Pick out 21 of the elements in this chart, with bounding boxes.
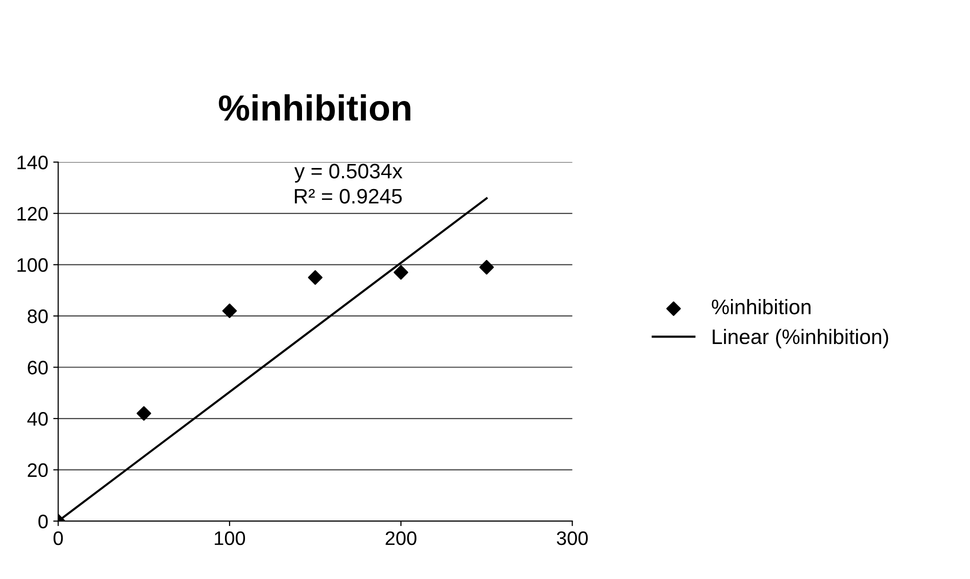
chart-title: %inhibition (218, 94, 410, 121)
legend-label: Linear (%inhibition) (712, 328, 888, 348)
y-tick-label: 80 (28, 309, 48, 324)
y-tick-label: 140 (18, 156, 48, 170)
point (308, 270, 323, 285)
legend-label: %inhibition (712, 299, 810, 314)
x-tick-label: 100 (214, 531, 246, 546)
y-tick-label: 120 (18, 206, 48, 221)
point (394, 265, 408, 280)
y-tick-label: 60 (28, 360, 48, 374)
x-tick-label: 200 (386, 531, 416, 546)
annotation: y = 0.5034x (294, 164, 402, 183)
annotation: R² = 0.9245 (294, 188, 402, 204)
y-tick-label: 0 (38, 514, 48, 528)
y-tick-label: 100 (18, 258, 48, 272)
point (479, 260, 494, 275)
y-tick-label: 20 (28, 463, 48, 478)
x-tick-label: 0 (54, 531, 63, 546)
x-tick-label: 300 (556, 531, 588, 546)
point (222, 304, 237, 318)
y-tick-label: 40 (27, 412, 48, 426)
